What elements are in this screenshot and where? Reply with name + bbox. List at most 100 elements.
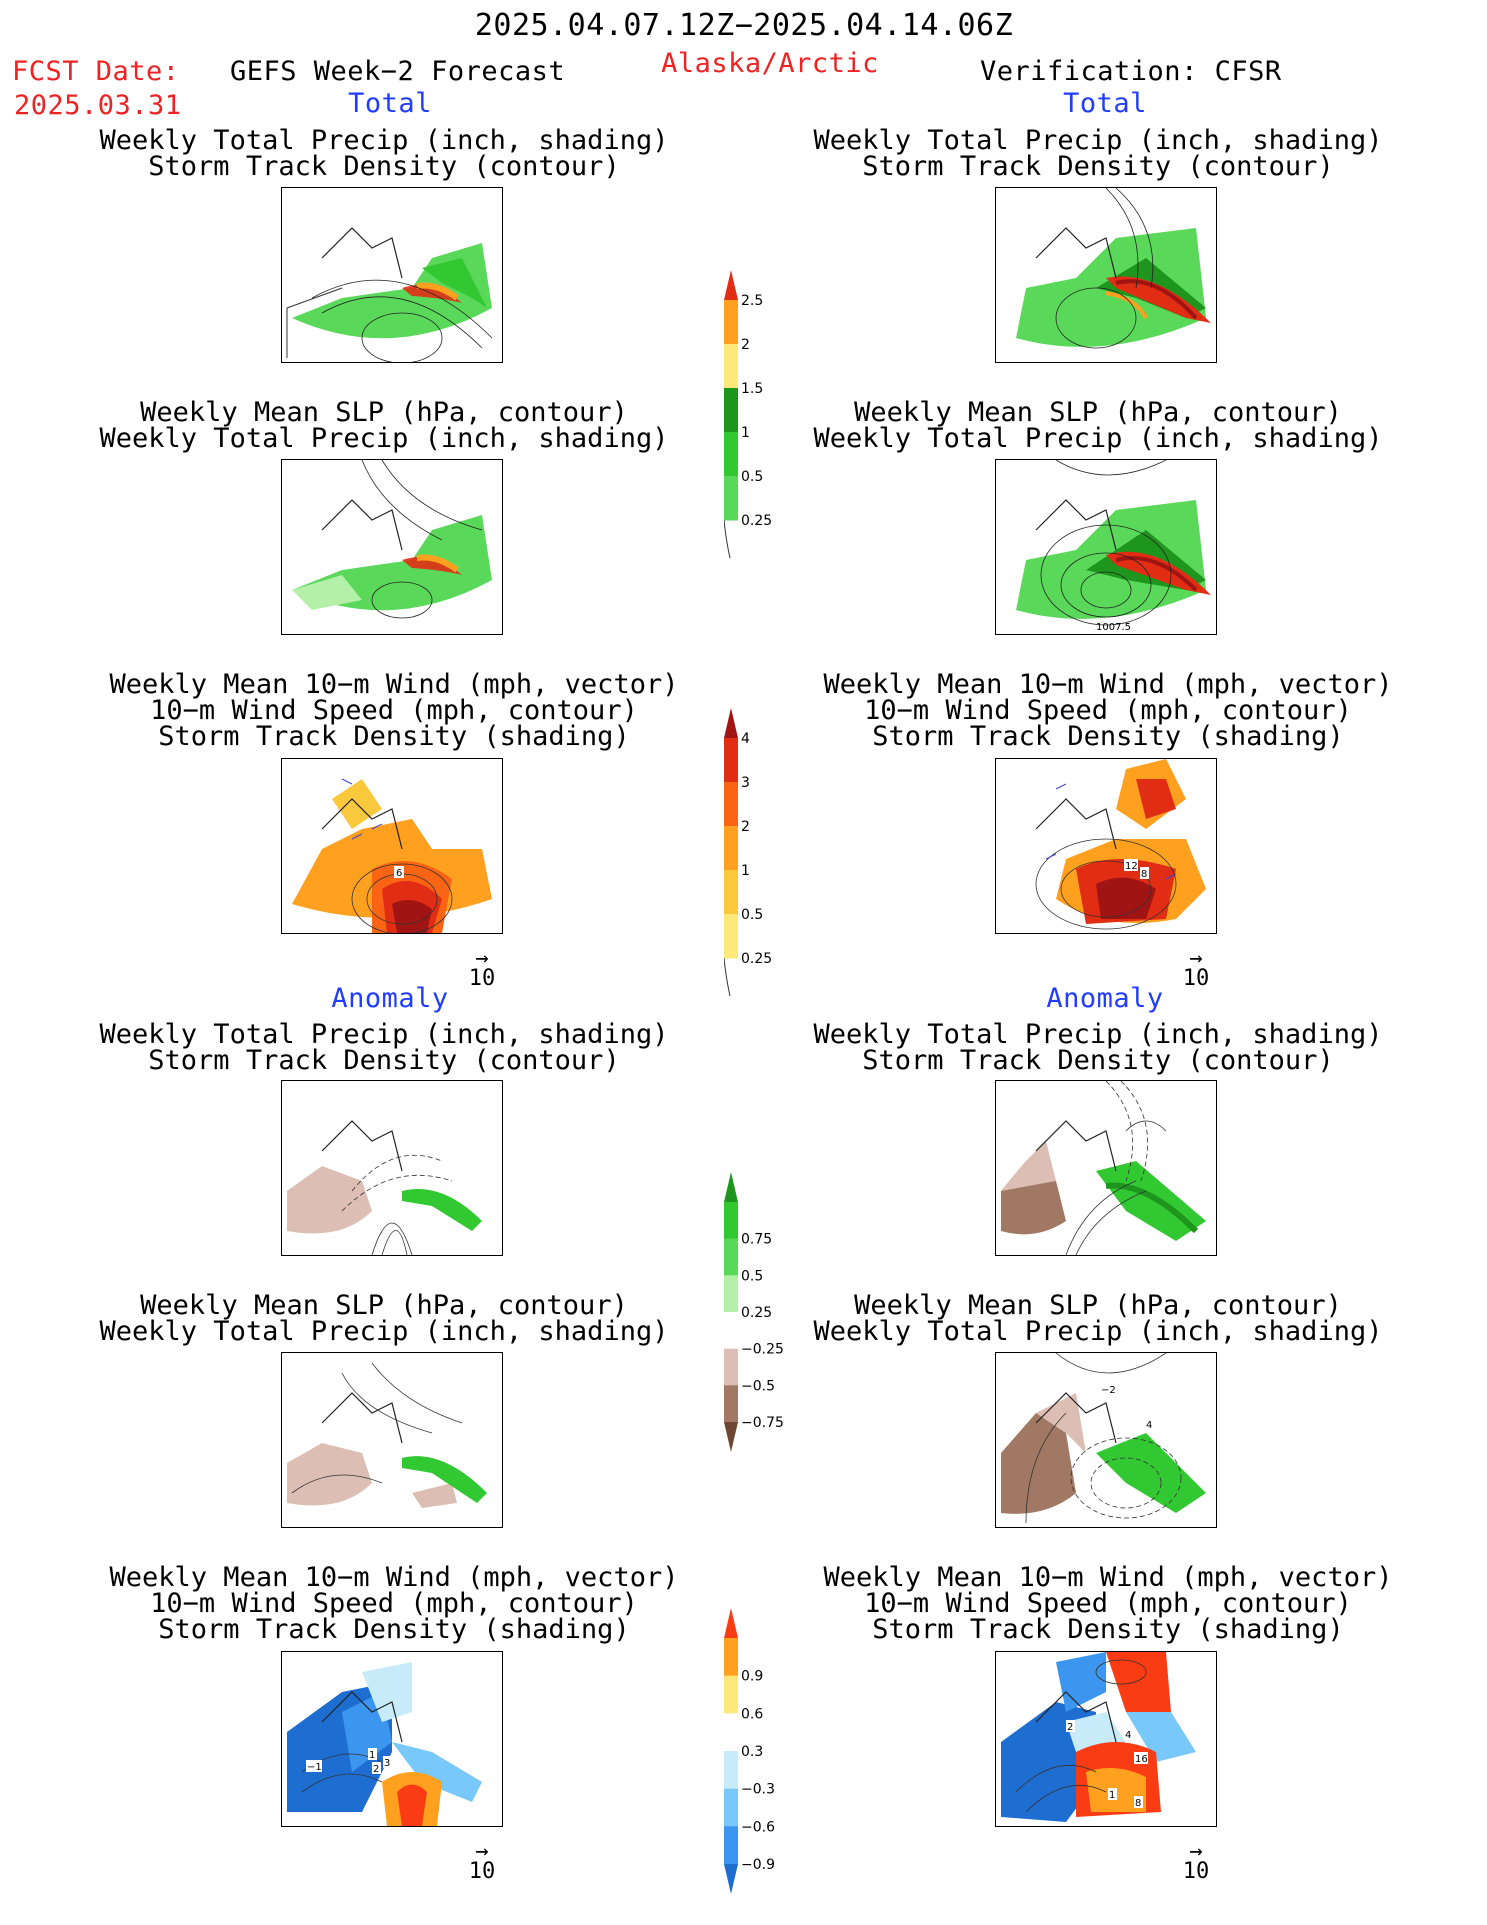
- title-anom-left-slp: Weekly Mean SLP (hPa, contour) Weekly To…: [99, 1292, 669, 1347]
- colorbar-segment: [724, 1348, 738, 1386]
- section-anomaly-right: Anomaly: [1046, 983, 1164, 1014]
- colorbar-tail: [723, 957, 731, 997]
- colorbar-bottom-arrow: [724, 1864, 738, 1894]
- vector-reference-total-left: → 10: [462, 946, 502, 991]
- colorbar-tick-label: 0.25: [741, 951, 772, 967]
- fcst-date-label: FCST Date:: [12, 56, 180, 87]
- title-line: Storm Track Density (shading): [872, 721, 1344, 752]
- title-line: Weekly Total Precip (inch, shading): [813, 1019, 1383, 1050]
- colorbar-tick-label: −0.5: [741, 1378, 775, 1394]
- colorbar-tick-label: 0.3: [741, 1744, 763, 1760]
- colorbar-tick-label: 4: [741, 731, 750, 747]
- contour-label: 4: [1125, 1730, 1131, 1741]
- title-total-left-wind: Weekly Mean 10−m Wind (mph, vector) 10−m…: [110, 671, 679, 750]
- title-line: Storm Track Density (shading): [158, 1614, 630, 1645]
- title-total-right-slp: Weekly Mean SLP (hPa, contour) Weekly To…: [813, 397, 1383, 454]
- colorbar-precip-anom: −0.75 −0.5 −0.25 0.25 0.5 0.75: [724, 1172, 804, 1452]
- map-anom-right-slp-precip: −2 4: [995, 1352, 1217, 1528]
- colorbar-svg: 0.25 0.5 1 1.5 2 2.5: [723, 270, 772, 559]
- colorbar-segment: [724, 782, 738, 827]
- colorbar-segment: [724, 388, 738, 433]
- colorbar-segment: [724, 1238, 738, 1276]
- contour-label: 1: [369, 1750, 375, 1761]
- verification-label: Verification: CFSR: [980, 56, 1282, 87]
- colorbar-tick-label: 1: [741, 425, 750, 441]
- title-line: Weekly Total Precip (inch, shading): [99, 125, 669, 156]
- colorbar-svg: −0.75 −0.5 −0.25 0.25 0.5 0.75: [724, 1172, 784, 1452]
- colorbar-tick-label: 3: [741, 775, 750, 791]
- colorbar-top-arrow: [724, 708, 738, 738]
- colorbar-top-arrow: [724, 1172, 738, 1202]
- colorbar-tick-label: 2: [741, 337, 750, 353]
- colorbar-segment: [724, 1385, 738, 1423]
- contour-label: 8: [1141, 869, 1147, 880]
- title-line: Storm Track Density (contour): [148, 151, 620, 182]
- contour-label: −2: [1101, 1385, 1116, 1396]
- title-anom-right-precip: Weekly Total Precip (inch, shading) Stor…: [813, 1019, 1383, 1076]
- map-total-right-slp-precip: 1007.5: [995, 459, 1217, 635]
- contour-label: 2: [1067, 1722, 1073, 1733]
- colorbar-tick-label: 2.5: [741, 293, 763, 309]
- colorbar-tick-label: 0.5: [741, 1268, 763, 1284]
- arrow-right-icon: →: [1189, 1839, 1203, 1864]
- colorbar-tick-label: 0.25: [741, 1305, 772, 1321]
- colorbar-segment: [724, 914, 738, 959]
- vector-reference-value: 10: [468, 966, 496, 991]
- colorbar-segment: [724, 1202, 738, 1240]
- title-line: Weekly Total Precip (inch, shading): [813, 423, 1383, 454]
- map-total-left-wind-track: 6: [281, 758, 503, 934]
- colorbar-svg: −0.9 −0.6 −0.3 0.3 0.6 0.9: [724, 1608, 775, 1894]
- colorbar-top-arrow: [724, 270, 738, 300]
- colorbar-tail: [723, 519, 731, 559]
- colorbar-segment: [724, 1312, 738, 1350]
- vector-reference-anom-left: → 10: [462, 1841, 502, 1883]
- colorbar-tick-label: −0.3: [741, 1782, 775, 1798]
- vector-reference-value: 10: [1182, 966, 1210, 991]
- colorbar-segment: [724, 476, 738, 521]
- title-line: Weekly Mean 10−m Wind (mph, vector): [823, 1562, 1393, 1593]
- colorbar-segment: [724, 738, 738, 783]
- vector-reference-anom-right: → 10: [1176, 1839, 1216, 1883]
- colorbar-segment: [724, 1751, 738, 1790]
- title-line: Weekly Mean 10−m Wind (mph, vector): [109, 1562, 679, 1593]
- map-anom-left-slp-precip: [281, 1352, 503, 1528]
- arrow-right-icon: →: [1189, 946, 1203, 971]
- title-line: Storm Track Density (contour): [862, 1045, 1334, 1076]
- colorbar-tick-label: 0.25: [741, 513, 772, 529]
- colorbar-tick-label: −0.9: [741, 1857, 775, 1873]
- contour-label: 3: [384, 1758, 390, 1769]
- map-anom-right-precip-track: [995, 1080, 1217, 1256]
- colorbar-tick-label: 0.6: [741, 1706, 763, 1722]
- title-total-right-wind: Weekly Mean 10−m Wind (mph, vector) 10−m…: [824, 671, 1393, 752]
- region-label: Alaska/Arctic: [661, 48, 879, 79]
- colorbar-bottom-arrow: [724, 1422, 738, 1452]
- colorbar-tick-label: −0.25: [741, 1342, 784, 1358]
- colorbar-tick-label: 1.5: [741, 381, 763, 397]
- title-anom-left-wind: Weekly Mean 10−m Wind (mph, vector) 10−m…: [109, 1562, 679, 1645]
- colorbar-tick-label: 0.75: [741, 1232, 772, 1248]
- colorbar-segment: [724, 300, 738, 345]
- date-range-title: 2025.04.07.12Z−2025.04.14.06Z: [474, 8, 1014, 43]
- title-line: Weekly Total Precip (inch, shading): [813, 125, 1383, 156]
- colorbar-segment: [724, 1788, 738, 1827]
- map-anom-right-wind-track: 2 4 16 1 8: [995, 1651, 1217, 1827]
- title-line: Storm Track Density (contour): [148, 1045, 620, 1076]
- title-line: Weekly Total Precip (inch, shading): [813, 1316, 1383, 1347]
- title-line: 10−m Wind Speed (mph, contour): [150, 695, 638, 726]
- map-total-left-precip-track: [281, 187, 503, 363]
- title-anom-right-wind: Weekly Mean 10−m Wind (mph, vector) 10−m…: [823, 1562, 1393, 1643]
- map-total-left-slp-precip: [281, 459, 503, 635]
- colorbar-track-total: 0.25 0.5 1 2 3 4: [723, 708, 804, 998]
- colorbar-tick-label: 0.5: [741, 469, 763, 485]
- title-line: Weekly Total Precip (inch, shading): [99, 1316, 669, 1347]
- map-anom-left-wind-track: −1 1 2 3: [281, 1651, 503, 1827]
- arrow-right-icon: →: [475, 946, 489, 971]
- colorbar-tick-label: 2: [741, 819, 750, 835]
- colorbar-segment: [724, 870, 738, 915]
- contour-label: 16: [1135, 1754, 1148, 1765]
- colorbar-tick-label: 1: [741, 863, 750, 879]
- contour-label: 4: [1146, 1420, 1152, 1431]
- title-line: Weekly Mean SLP (hPa, contour): [854, 397, 1342, 428]
- contour-label: 1007.5: [1096, 622, 1131, 633]
- colorbar-segment: [724, 432, 738, 477]
